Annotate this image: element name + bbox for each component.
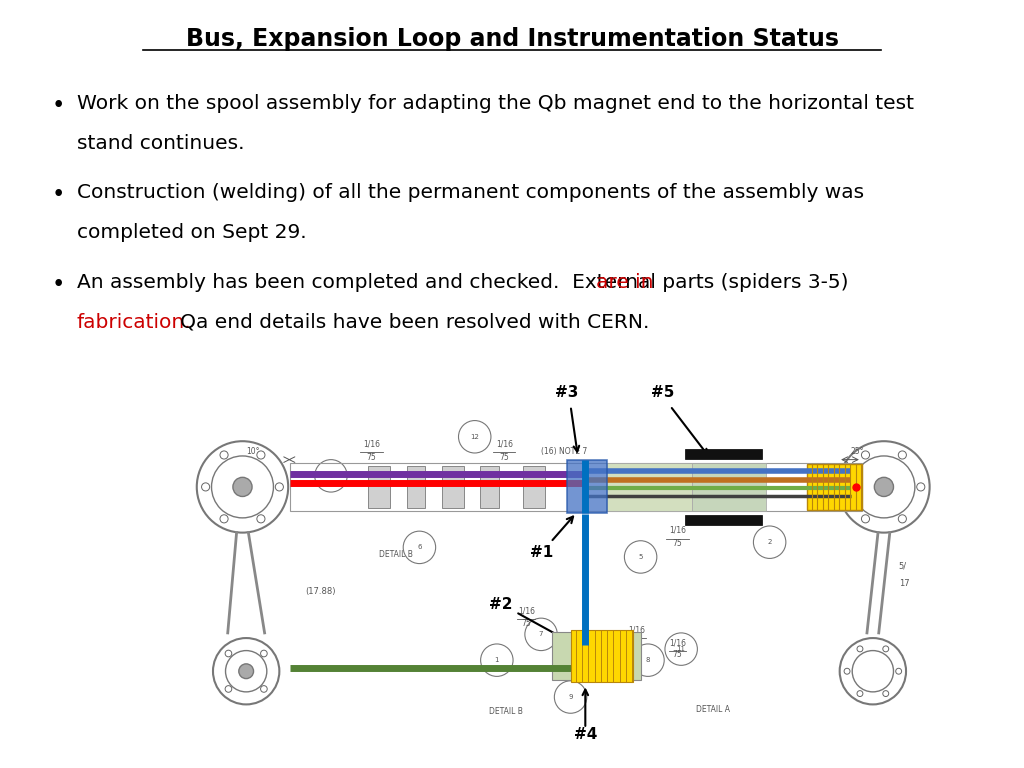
Circle shape — [844, 668, 850, 674]
Bar — [368, 466, 390, 508]
Text: (17.88): (17.88) — [305, 587, 336, 596]
Circle shape — [843, 483, 851, 491]
Bar — [685, 449, 762, 459]
Text: are in: are in — [596, 273, 653, 292]
Circle shape — [220, 451, 228, 459]
Text: 75: 75 — [673, 650, 682, 659]
Bar — [685, 515, 762, 525]
Text: completed on Sept 29.: completed on Sept 29. — [77, 223, 306, 242]
Text: 5/: 5/ — [899, 561, 907, 570]
Text: stand continues.: stand continues. — [77, 134, 245, 153]
Text: 1/16: 1/16 — [362, 439, 380, 449]
Circle shape — [220, 515, 228, 523]
Text: DETAIL A: DETAIL A — [696, 705, 730, 713]
Text: 1: 1 — [329, 473, 333, 479]
Text: (16) NOTE 7: (16) NOTE 7 — [541, 447, 588, 455]
Text: 1/16: 1/16 — [496, 439, 513, 449]
Text: 75: 75 — [632, 637, 642, 647]
Bar — [607, 463, 692, 511]
Text: 1/16: 1/16 — [518, 607, 535, 616]
Bar — [692, 463, 766, 511]
Text: •: • — [51, 94, 65, 117]
Text: #3: #3 — [555, 385, 579, 400]
Text: 75: 75 — [500, 452, 509, 462]
Text: 1/16: 1/16 — [669, 525, 686, 535]
Bar — [291, 463, 862, 511]
Circle shape — [202, 483, 210, 491]
Text: 10°: 10° — [246, 448, 260, 456]
Circle shape — [861, 515, 869, 523]
Circle shape — [896, 668, 901, 674]
Circle shape — [239, 664, 254, 679]
Text: An assembly has been completed and checked.  External parts (spiders 3-5): An assembly has been completed and check… — [77, 273, 855, 292]
Circle shape — [898, 451, 906, 459]
Text: #2: #2 — [489, 597, 572, 643]
Bar — [567, 460, 607, 514]
Circle shape — [257, 451, 265, 459]
Bar — [522, 466, 545, 508]
Bar — [480, 466, 499, 508]
Text: DETAIL B: DETAIL B — [379, 550, 413, 559]
Bar — [407, 466, 425, 508]
Text: #1: #1 — [530, 517, 573, 560]
Text: •: • — [51, 183, 65, 206]
Text: 75: 75 — [521, 618, 531, 627]
Text: DETAIL B: DETAIL B — [489, 707, 523, 716]
Text: 75: 75 — [673, 539, 682, 548]
Text: Qa end details have been resolved with CERN.: Qa end details have been resolved with C… — [161, 313, 649, 332]
Circle shape — [225, 686, 231, 692]
Circle shape — [260, 650, 267, 657]
Circle shape — [225, 650, 231, 657]
Text: #4: #4 — [573, 727, 597, 742]
Text: 9: 9 — [568, 694, 572, 700]
Text: 2: 2 — [767, 539, 772, 545]
Text: fabrication.: fabrication. — [77, 313, 191, 332]
Bar — [807, 464, 862, 510]
Text: 8: 8 — [646, 657, 650, 664]
Text: 1: 1 — [495, 657, 499, 664]
Text: 1/16: 1/16 — [629, 626, 645, 635]
Circle shape — [861, 451, 869, 459]
Bar — [552, 632, 641, 680]
Text: •: • — [51, 273, 65, 296]
Text: 25°: 25° — [851, 448, 864, 456]
Text: 75: 75 — [367, 452, 377, 462]
Text: 12: 12 — [470, 434, 479, 440]
Circle shape — [883, 646, 889, 652]
Text: Work on the spool assembly for adapting the Qb magnet end to the horizontal test: Work on the spool assembly for adapting … — [77, 94, 913, 113]
Text: Bus, Expansion Loop and Instrumentation Status: Bus, Expansion Loop and Instrumentation … — [185, 27, 839, 51]
Text: 1/16: 1/16 — [669, 638, 686, 647]
Text: 6: 6 — [417, 545, 422, 551]
Text: 7: 7 — [539, 631, 544, 637]
Circle shape — [874, 478, 894, 496]
Circle shape — [857, 646, 863, 652]
Circle shape — [232, 478, 252, 496]
Bar — [441, 466, 464, 508]
Text: 17: 17 — [899, 579, 909, 588]
Text: 5: 5 — [638, 554, 643, 560]
Circle shape — [857, 690, 863, 697]
Circle shape — [898, 515, 906, 523]
Circle shape — [257, 515, 265, 523]
Bar — [570, 630, 633, 682]
Circle shape — [883, 690, 889, 697]
Circle shape — [260, 686, 267, 692]
Text: 11: 11 — [677, 646, 686, 652]
Circle shape — [275, 483, 284, 491]
Text: Construction (welding) of all the permanent components of the assembly was: Construction (welding) of all the perman… — [77, 183, 864, 202]
Circle shape — [916, 483, 925, 491]
Text: #5: #5 — [651, 385, 675, 400]
